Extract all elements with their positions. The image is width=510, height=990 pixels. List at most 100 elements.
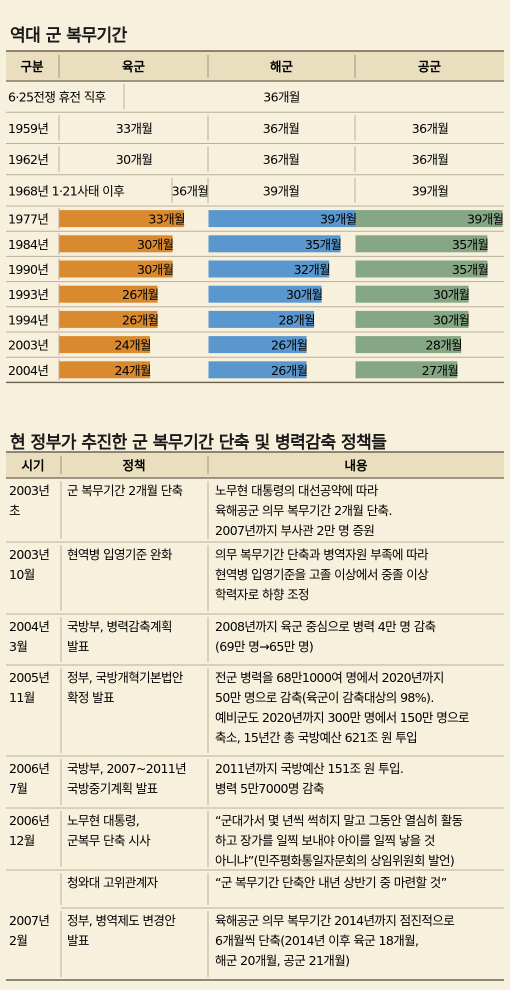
policy-date: 2003년 — [9, 483, 49, 498]
navy-value-label: 36개월 — [263, 90, 300, 105]
policy-content: 2007년까지 부사관 2만 명 증원 — [215, 523, 374, 538]
row-label: 1962년 — [8, 152, 48, 167]
header-series-2: 공군 — [418, 59, 442, 74]
header-series-1: 해군 — [270, 59, 294, 74]
category-label: 1977년 — [8, 212, 48, 227]
policy-name: 정부, 병역제도 변경안 — [67, 913, 176, 928]
policy-content: “군 복무기간 단축안 내년 상반기 중 마련할 것” — [215, 875, 447, 890]
navy-value-label: 36개월 — [263, 121, 300, 136]
policy-name: 발표 — [67, 933, 89, 948]
policy-name: 군복무 단축 시사 — [67, 833, 151, 848]
bar-army — [59, 336, 150, 354]
row-label: 1968년 1·21사태 이후 — [8, 183, 124, 198]
navy-value-label: 36개월 — [263, 152, 300, 167]
bar-navy — [208, 310, 315, 328]
bar-value-label: 30개월 — [286, 287, 323, 302]
policy-name: 국방부, 병력감축계획 — [67, 619, 172, 634]
bar-value-label: 26개월 — [271, 338, 308, 353]
bar-value-label: 35개월 — [305, 237, 342, 252]
policy-date: 11월 — [9, 690, 35, 705]
bar-value-label: 26개월 — [122, 312, 159, 327]
policy-content: 전군 병력을 68만1000여 명에서 2020년까지 — [215, 670, 444, 685]
air-value-label: 36개월 — [412, 121, 449, 136]
policy-header-bg — [6, 452, 504, 478]
category-label: 1990년 — [8, 262, 48, 277]
bar-value-label: 28개월 — [426, 338, 463, 353]
bar-navy — [208, 336, 307, 354]
category-label: 2004년 — [8, 363, 48, 378]
policy-name: 국방부, 2007~2011년 — [67, 761, 186, 776]
bar-value-label: 28개월 — [279, 312, 316, 327]
policy-date: 2003년 — [9, 547, 49, 562]
policy-content: 예비군도 2020년까지 300만 명에서 150만 명으로 — [215, 710, 469, 725]
policy-content: 해군 20개월, 공군 21개월) — [215, 953, 349, 968]
bar-value-label: 35개월 — [452, 262, 489, 277]
policy-content: 노무현 대통령의 대선공약에 따라 — [215, 483, 379, 498]
bar-value-label: 24개월 — [114, 338, 151, 353]
bar-airforce — [355, 361, 458, 379]
policy-name: 노무현 대통령, — [67, 813, 139, 828]
bar-value-label: 39개월 — [467, 212, 504, 227]
policy-date: 2006년 — [9, 761, 49, 776]
policy-date: 초 — [9, 503, 20, 518]
chart-header-bg — [6, 51, 504, 81]
bar-airforce — [355, 235, 488, 253]
policy-name: 청와대 고위관계자 — [67, 875, 159, 890]
policy-name: 정부, 국방개혁기본법안 — [67, 670, 184, 685]
policy-header-2: 내용 — [344, 458, 368, 473]
policy-content: 육해공군 의무 복무기간 2개월 단축. — [215, 503, 392, 518]
policy-content: “군대가서 몇 년씩 썩히지 말고 그동안 열심히 활동 — [215, 813, 463, 828]
bar-army — [59, 235, 173, 253]
army-value-label: 36개월 — [172, 183, 209, 198]
bar-airforce — [355, 310, 469, 328]
bar-airforce — [355, 260, 488, 278]
policy-content: 병력 5만7000명 감축 — [215, 781, 324, 796]
category-label: 2003년 — [8, 338, 48, 353]
army-value-label: 30개월 — [116, 152, 153, 167]
bar-airforce — [355, 336, 462, 354]
bar-navy — [208, 285, 322, 303]
chart-title: 역대 군 복무기간 — [10, 26, 127, 46]
policy-content: 아니냐”(민주평화통일자문회의 상임위원회 발언) — [215, 853, 454, 868]
navy-value-label: 39개월 — [263, 183, 300, 198]
category-label: 1993년 — [8, 287, 48, 302]
bar-value-label: 39개월 — [320, 212, 357, 227]
policy-name: 국방중기계획 발표 — [67, 781, 158, 796]
bar-navy — [208, 235, 341, 253]
bar-airforce — [355, 210, 503, 228]
policy-name: 현역병 입영기준 완화 — [67, 547, 173, 562]
policy-content: 50만 명으로 감축(육군이 감축대상의 98%). — [215, 690, 434, 705]
row-label: 1959년 — [8, 121, 48, 136]
category-label: 1984년 — [8, 237, 48, 252]
policy-content: 학력자로 하향 조정 — [215, 587, 309, 602]
bar-army — [59, 285, 158, 303]
policy-table-title: 현 정부가 추진한 군 복무기간 단축 및 병력감축 정책들 — [10, 433, 387, 453]
policy-content: 하고 장가를 일찍 보내야 아이를 일찍 낳을 것 — [215, 833, 435, 848]
policy-name: 군 복무기간 2개월 단축 — [67, 483, 183, 498]
policy-name: 확정 발표 — [67, 690, 114, 705]
bar-value-label: 30개월 — [433, 312, 470, 327]
air-value-label: 39개월 — [412, 183, 449, 198]
policy-content: 축소, 15년간 총 국방예산 621조 원 투입 — [215, 730, 417, 745]
bar-value-label: 26개월 — [271, 363, 308, 378]
policy-content: 6개월씩 단축(2014년 이후 육군 18개월, — [215, 933, 418, 948]
policy-date: 10월 — [9, 567, 35, 582]
bar-value-label: 26개월 — [122, 287, 159, 302]
policy-date: 3월 — [9, 639, 27, 654]
air-value-label: 36개월 — [412, 152, 449, 167]
policy-name: 발표 — [67, 639, 89, 654]
policy-content: 2011년까지 국방예산 151조 원 투입. — [215, 761, 403, 776]
category-label: 1994년 — [8, 312, 48, 327]
policy-header-1: 정책 — [122, 458, 145, 473]
policy-content: 육해공군 의무 복무기간 2014년까지 점진적으로 — [215, 913, 454, 928]
bar-army — [59, 310, 158, 328]
header-series-0: 육군 — [122, 59, 146, 74]
policy-content: 의무 복무기간 단축과 병역자원 부족에 따라 — [215, 547, 429, 562]
policy-date: 2월 — [9, 933, 27, 948]
bar-navy — [208, 260, 330, 278]
bar-navy — [208, 361, 307, 379]
policy-date: 7월 — [9, 781, 27, 796]
bar-army — [59, 210, 184, 228]
bar-value-label: 30개월 — [433, 287, 470, 302]
